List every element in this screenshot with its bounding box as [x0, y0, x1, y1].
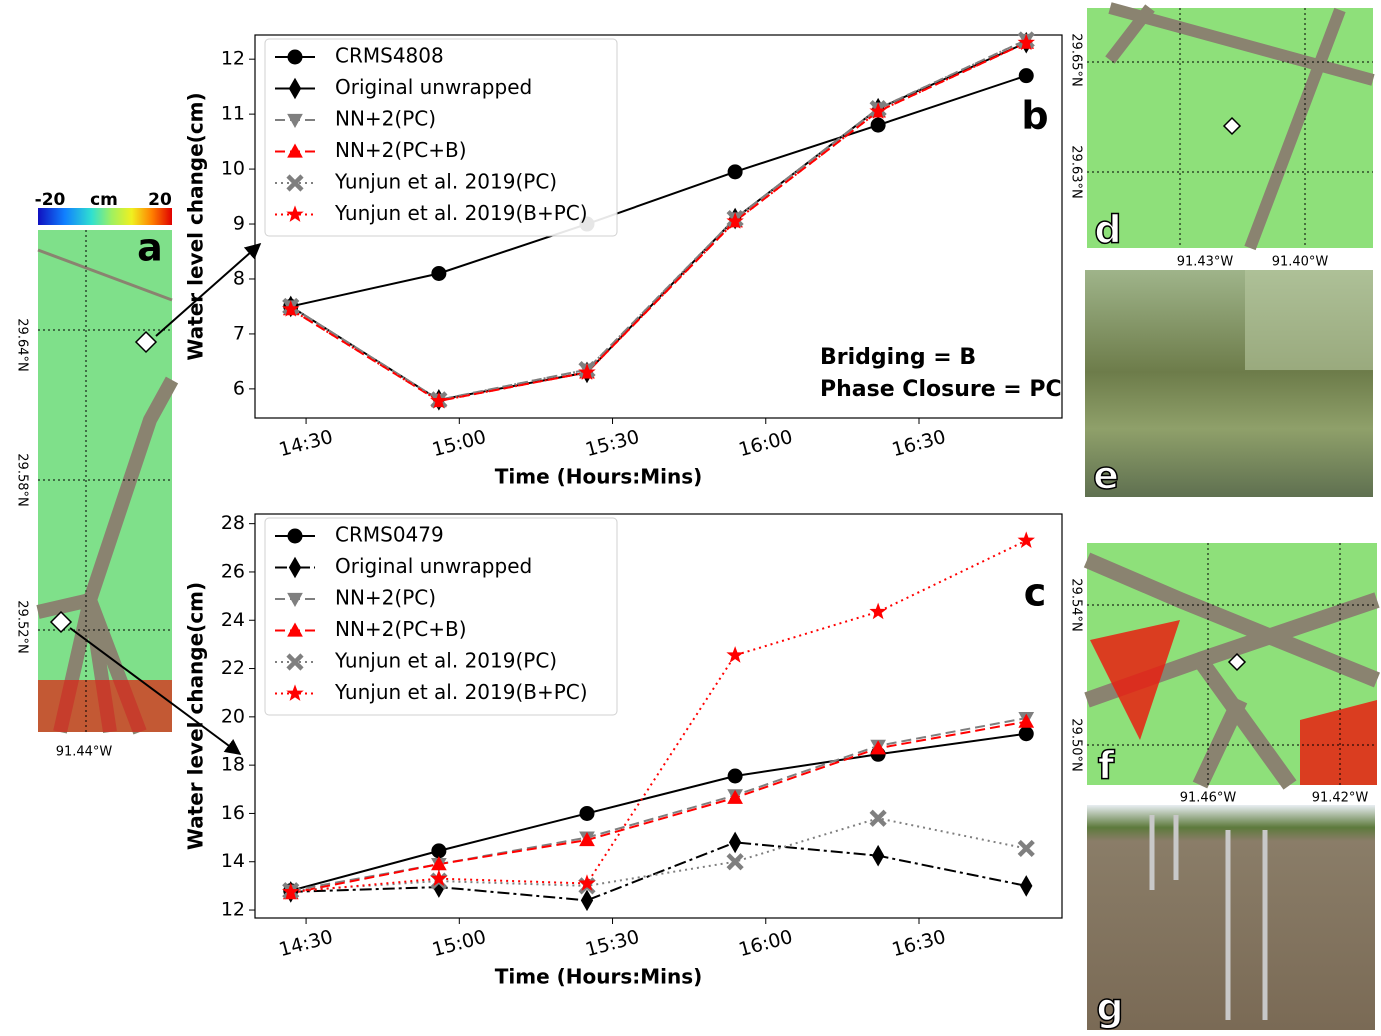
panel-f: f 29.54°N 29.50°N 91.46°W 91.42°W — [1069, 543, 1378, 806]
panel-label: f — [1098, 744, 1115, 788]
panel-d: d 29.65°N 29.63°N 91.43°W 91.40°W — [1069, 8, 1374, 270]
y-axis-label: Water level change(cm) — [184, 582, 208, 850]
lon-label: 91.43°W — [1177, 255, 1234, 270]
y-tick-label: 26 — [221, 560, 245, 582]
y-tick-label: 28 — [221, 512, 245, 534]
marker — [728, 769, 742, 783]
annotation: Phase Closure = PC — [820, 377, 1062, 402]
legend-label: NN+2(PC) — [335, 586, 436, 610]
x-axis-label: Time (Hours:Mins) — [495, 965, 703, 989]
series-line — [291, 718, 1026, 891]
x-tick-label: 16:30 — [890, 926, 949, 961]
legend-label: CRMS0479 — [335, 523, 444, 547]
x-tick-label: 16:00 — [736, 926, 795, 961]
marker — [1019, 69, 1033, 83]
y-tick-label: 22 — [221, 657, 245, 679]
lat-label: 29.50°N — [1069, 718, 1084, 771]
y-tick-label: 18 — [221, 754, 245, 776]
y-tick-label: 12 — [221, 899, 245, 921]
marker — [873, 846, 884, 866]
marker — [580, 806, 594, 820]
marker — [728, 855, 742, 869]
marker — [1019, 841, 1033, 855]
panel-label: b — [1021, 94, 1048, 138]
y-tick-label: 8 — [233, 267, 245, 289]
y-tick-label: 20 — [221, 705, 245, 727]
lon-label: 91.44°W — [56, 745, 113, 760]
marker — [871, 118, 885, 132]
colorbar — [38, 208, 172, 225]
photo-area — [1245, 270, 1373, 370]
marker — [1019, 533, 1034, 547]
y-tick-label: 12 — [221, 48, 245, 70]
lat-label: 29.65°N — [1069, 33, 1084, 86]
y-tick-label: 14 — [221, 850, 245, 872]
legend-marker — [288, 50, 302, 64]
legend-label: NN+2(PC) — [335, 107, 436, 131]
x-tick-label: 16:00 — [736, 426, 795, 461]
legend-label: Yunjun et al. 2019(B+PC) — [334, 680, 588, 704]
annotation: Bridging = B — [820, 345, 976, 370]
x-tick-label: 14:30 — [277, 426, 336, 461]
legend-label: NN+2(PC+B) — [335, 138, 467, 162]
series-line — [291, 734, 1026, 891]
x-tick-label: 14:30 — [277, 926, 336, 961]
x-tick-label: 15:30 — [583, 426, 642, 461]
panel-e: e — [1085, 270, 1373, 498]
x-tick-label: 15:30 — [583, 926, 642, 961]
panel-label: d — [1094, 208, 1121, 252]
panel-label: a — [137, 226, 163, 270]
x-tick-label: 16:30 — [890, 426, 949, 461]
lon-label: 91.40°W — [1272, 255, 1329, 270]
marker — [1019, 727, 1033, 741]
colorbar-label: 20 — [148, 190, 172, 210]
series-line — [291, 722, 1026, 893]
y-tick-label: 10 — [221, 158, 245, 180]
legend-label: Original unwrapped — [335, 75, 532, 99]
lon-label: 91.46°W — [1180, 791, 1237, 806]
panel-label: e — [1093, 454, 1119, 498]
marker — [432, 266, 446, 280]
marker — [1021, 876, 1032, 896]
figure: -20 cm 20 a 29.64°N 29.58°N 29.52°N 91.4… — [0, 0, 1381, 1032]
y-tick-label: 6 — [233, 377, 245, 399]
legend-label: CRMS4808 — [335, 44, 444, 68]
y-tick-label: 16 — [221, 802, 245, 824]
x-tick-label: 15:00 — [430, 426, 489, 461]
legend-label: Original unwrapped — [335, 554, 532, 578]
legend-label: Yunjun et al. 2019(PC) — [334, 170, 557, 194]
legend-label: Yunjun et al. 2019(PC) — [334, 649, 557, 673]
y-tick-label: 9 — [233, 213, 245, 235]
marker — [730, 833, 741, 853]
lon-label: 91.42°W — [1312, 791, 1369, 806]
legend-label: NN+2(PC+B) — [335, 617, 467, 641]
legend-label: Yunjun et al. 2019(B+PC) — [334, 201, 588, 225]
lat-label: 29.64°N — [15, 318, 30, 371]
colorbar-label: cm — [90, 190, 118, 210]
marker — [728, 165, 742, 179]
y-axis-label: Water level change(cm) — [184, 92, 208, 360]
panel-label: g — [1096, 986, 1123, 1030]
legend-marker — [288, 529, 302, 543]
lat-label: 29.54°N — [1069, 578, 1084, 631]
x-tick-label: 15:00 — [430, 926, 489, 961]
y-tick-label: 24 — [221, 609, 245, 631]
panel-label: c — [1024, 571, 1047, 615]
colorbar-label: -20 — [35, 190, 66, 210]
marker — [432, 844, 446, 858]
lat-label: 29.52°N — [15, 600, 30, 653]
marker — [871, 604, 886, 618]
photo — [1087, 805, 1375, 1030]
y-tick-label: 11 — [221, 103, 245, 125]
series-line — [291, 818, 1026, 890]
lat-label: 29.63°N — [1069, 145, 1084, 198]
panel-g: g — [1087, 805, 1375, 1030]
marker — [728, 648, 743, 662]
marker — [581, 891, 592, 911]
x-axis-label: Time (Hours:Mins) — [495, 465, 703, 489]
lat-label: 29.58°N — [15, 453, 30, 506]
y-tick-label: 7 — [233, 322, 245, 344]
